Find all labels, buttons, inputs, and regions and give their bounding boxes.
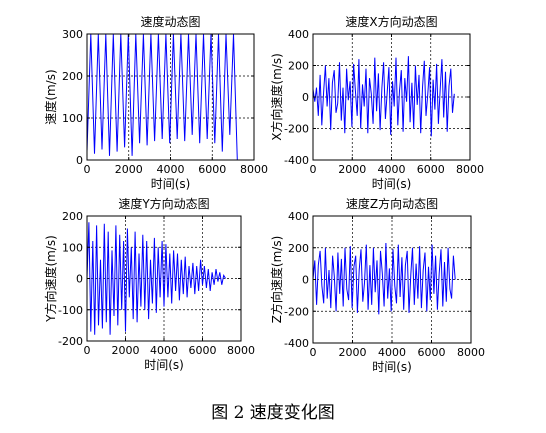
chart-title: 速度动态图 (140, 14, 200, 29)
x-tick-label: 4000 (378, 346, 406, 359)
chart-panel-2: 0 2000 4000 6000 8000 -400 -200 0 200 400 速度X方向动态图… (269, 14, 484, 191)
x-axis-label: 时间(s) (151, 177, 191, 191)
y-tick-label: 200 (288, 242, 309, 255)
y-tick-label: 200 (62, 210, 83, 223)
y-tick-label: 0 (76, 154, 83, 167)
x-tick-label: 6000 (418, 346, 446, 359)
x-tick-label: 8000 (457, 346, 485, 359)
x-tick-label: 4000 (150, 344, 178, 357)
x-tick-label: 0 (310, 163, 317, 176)
x-tick-label: 0 (310, 346, 317, 359)
y-tick-label: 0 (76, 273, 83, 286)
series-line-1 (312, 56, 455, 137)
x-tick-label: 4000 (157, 163, 185, 176)
y-tick-label: -200 (284, 305, 309, 318)
y-axis-label: 速度(m/s) (43, 69, 58, 124)
x-tick-label: 0 (84, 163, 91, 176)
y-tick-label: 100 (62, 112, 83, 125)
x-tick-label: 8000 (240, 163, 268, 176)
y-axis-label: X方向速度(m/s) (269, 53, 284, 141)
x-axis-label: 时间(s) (372, 177, 412, 191)
x-tick-label: 6000 (417, 163, 445, 176)
series-line-1 (86, 222, 227, 335)
y-tick-label: 300 (62, 28, 83, 41)
y-tick-label: 400 (288, 210, 309, 223)
x-tick-label: 8000 (456, 163, 484, 176)
x-tick-label: 0 (84, 344, 91, 357)
y-tick-label: -200 (284, 123, 309, 136)
plot-frame (86, 33, 255, 161)
y-tick-label: 0 (302, 91, 309, 104)
y-tick-label: 0 (302, 274, 309, 287)
y-tick-label: 400 (288, 28, 309, 41)
series-line-1 (312, 242, 456, 315)
y-tick-label: -200 (58, 335, 83, 348)
x-tick-label: 2000 (339, 346, 367, 359)
y-axis-label: Z方向速度(m/s) (269, 236, 284, 324)
y-tick-label: 200 (288, 60, 309, 73)
x-tick-label: 4000 (378, 163, 406, 176)
series-line-1 (86, 33, 238, 161)
x-tick-label: 2000 (112, 344, 140, 357)
x-tick-label: 2000 (115, 163, 143, 176)
y-tick-label: 200 (62, 70, 83, 83)
y-axis-label: Y方向速度(m/s) (43, 235, 58, 323)
y-tick-label: -100 (58, 304, 83, 317)
chart-panel-3: 0 2000 4000 6000 8000 -200 -100 0 100 200 速度Y方向动态图… (43, 196, 255, 372)
chart-title: 速度X方向动态图 (345, 14, 437, 29)
y-tick-label: -400 (284, 154, 309, 167)
x-tick-label: 2000 (338, 163, 366, 176)
x-axis-label: 时间(s) (372, 360, 412, 374)
chart-panel-4: 0 2000 4000 6000 8000 -400 -200 0 200 400 速度Z方向动态图… (269, 196, 485, 374)
y-tick-label: 100 (62, 241, 83, 254)
x-axis-label: 时间(s) (144, 358, 184, 372)
x-tick-label: 6000 (198, 163, 226, 176)
x-tick-label: 8000 (227, 344, 255, 357)
y-tick-label: -400 (284, 337, 309, 350)
chart-title: 速度Z方向动态图 (346, 196, 438, 211)
figure-caption: 图 2 速度变化图 (211, 403, 335, 423)
chart-title: 速度Y方向动态图 (118, 196, 209, 211)
x-tick-label: 6000 (189, 344, 217, 357)
